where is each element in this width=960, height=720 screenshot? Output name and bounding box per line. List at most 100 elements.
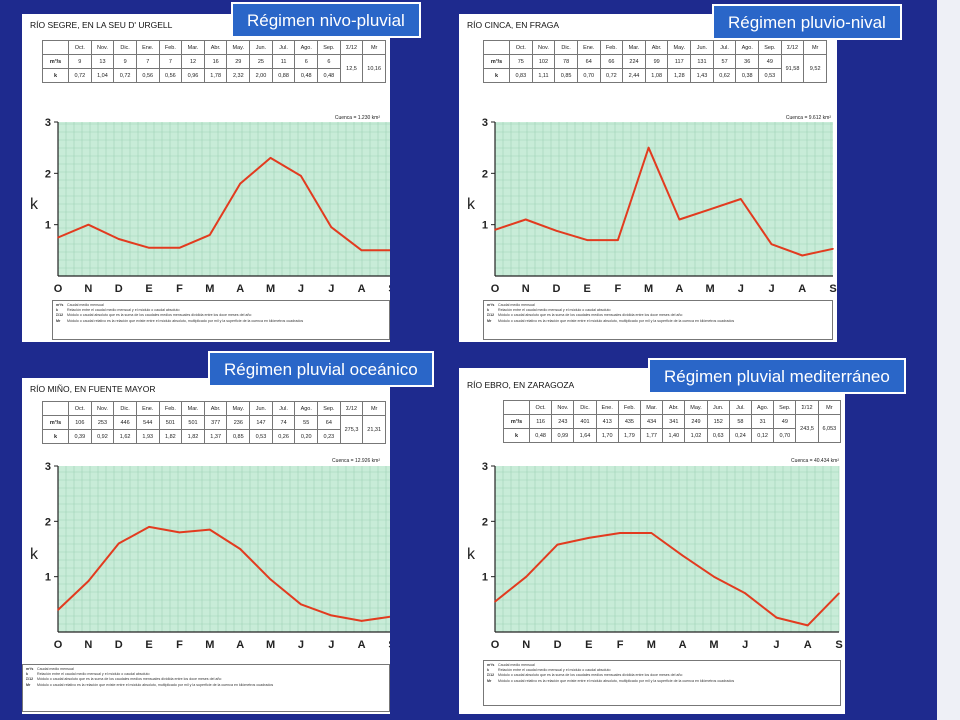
basin-area: Cuenca = 1.230 km² xyxy=(334,115,380,121)
y-tick-label: 3 xyxy=(482,461,488,473)
basin-area: Cuenca = 9.612 km² xyxy=(785,115,831,121)
table-cell: 243 xyxy=(551,414,575,429)
x-tick-label: A xyxy=(675,283,683,295)
table-header-cell: Jul. xyxy=(271,401,296,416)
table-cell: 0,70 xyxy=(576,68,601,83)
row-label: k xyxy=(503,428,530,443)
table-header-cell: Jun. xyxy=(249,401,273,416)
data-point xyxy=(806,624,809,627)
table-cell: 0,92 xyxy=(90,429,115,444)
table-cell: 341 xyxy=(662,414,686,429)
legend-symbol: Mr xyxy=(56,318,61,323)
river-title: RÍO MIÑO, EN FUENTE MAYOR xyxy=(30,384,156,394)
data-point xyxy=(832,247,834,250)
panel-segre: RÍO SEGRE, EN LA SEU D' URGELL Oct. Nov. D… xyxy=(22,14,390,342)
data-point xyxy=(586,239,588,241)
table-header-cell: Mar. xyxy=(622,40,646,55)
table-cell: 377 xyxy=(203,415,228,430)
y-tick-label: 1 xyxy=(482,572,488,584)
legend-text: Módulo o caudal relativo es la relación … xyxy=(498,318,735,323)
series-line xyxy=(57,525,390,622)
y-tick-label: 3 xyxy=(45,117,51,129)
table-cell: 0,96 xyxy=(181,68,205,83)
table-cell: 0,23 xyxy=(317,429,341,444)
data-point xyxy=(617,239,619,241)
table-header-cell: Jul. xyxy=(712,40,737,55)
legend-symbol: Σ/12 xyxy=(26,677,34,682)
x-tick-label: A xyxy=(358,283,366,295)
x-tick-label: O xyxy=(491,283,500,295)
x-tick-label: M xyxy=(706,283,715,295)
legend-row: Σ/12 Módulo o caudal absoluto que es la s… xyxy=(487,673,837,678)
table-header-cell: Ene. xyxy=(576,40,601,55)
table-cell: 117 xyxy=(667,54,692,69)
table-cell: 0,53 xyxy=(758,68,782,83)
table-header-cell: Oct. xyxy=(509,40,533,55)
table-cell: 29 xyxy=(226,54,251,69)
table-header-cell xyxy=(42,40,69,55)
x-tick-label: J xyxy=(768,283,774,295)
regime-badge: Régimen pluvial mediterráneo xyxy=(648,358,906,394)
table-cell: 102 xyxy=(531,54,556,69)
data-point xyxy=(838,592,840,595)
basin-area: Cuenca = 40.434 km² xyxy=(791,458,839,464)
k-chart: 1 2 3 O N D E F M A M J J A Sk xyxy=(30,117,390,295)
table-cell: 501 xyxy=(181,415,205,430)
table-header-cell: Ago. xyxy=(294,401,319,416)
table-cell: 152 xyxy=(706,414,730,429)
table-header-cell: Σ/12 xyxy=(795,400,819,415)
plot-area xyxy=(495,466,839,632)
legend-row: k Relación entre el caudal medio mensual … xyxy=(487,668,837,673)
data-point xyxy=(681,554,684,557)
x-tick-label: A xyxy=(798,283,806,295)
flow-table: Oct. Nov. Dic. Ene. Feb. Mar. Abr. May. Jun. Jul.… xyxy=(42,401,386,444)
data-point xyxy=(647,146,650,149)
data-point xyxy=(57,236,59,239)
table-header-cell: Ene. xyxy=(135,40,160,55)
table-header-cell: May. xyxy=(226,401,251,416)
table-cell: 1,70 xyxy=(595,428,619,443)
table-header-cell: Feb. xyxy=(599,40,624,55)
table-cell: 1,04 xyxy=(90,68,115,83)
row-label: k xyxy=(42,429,69,444)
table-cell: 49 xyxy=(758,54,782,69)
table-cell: 66 xyxy=(599,54,624,69)
legend-text: Caudal medio mensual xyxy=(498,663,535,667)
table-cell: 224 xyxy=(622,54,646,69)
y-axis-label: k xyxy=(467,196,476,213)
table-cell: 1,08 xyxy=(644,68,669,83)
x-tick-label: D xyxy=(554,639,562,651)
x-tick-label: J xyxy=(773,639,779,651)
legend-symbol: Σ/12 xyxy=(56,313,64,318)
table-cell: 0,26 xyxy=(271,429,296,444)
table-cell: 57 xyxy=(712,54,737,69)
data-point xyxy=(209,528,211,531)
table-header-cell: Mr xyxy=(803,40,827,55)
data-point xyxy=(117,238,120,240)
legend-symbol: m³/s xyxy=(56,303,64,307)
data-point xyxy=(330,614,333,617)
table-header-cell: May. xyxy=(684,400,708,415)
river-title: RÍO SEGRE, EN LA SEU D' URGELL xyxy=(30,20,173,30)
x-tick-label: D xyxy=(115,283,123,295)
table-header-cell xyxy=(483,40,510,55)
table-cell: 1,93 xyxy=(135,429,160,444)
flow-table: Oct. Nov. Dic. Ene. Feb. Mar. Abr. May. Jun. Jul.… xyxy=(483,40,827,83)
x-tick-label: N xyxy=(522,639,530,651)
data-point xyxy=(330,226,333,229)
table-cell: 64 xyxy=(317,415,341,430)
table-header-cell xyxy=(503,400,530,415)
table-cell: 0,72 xyxy=(68,68,92,83)
table-cell: 544 xyxy=(135,415,160,430)
legend-box: m³/s Caudal medio mensual k Relación entre … xyxy=(483,300,833,340)
table-cell: 36 xyxy=(735,54,760,69)
legend-symbol: Mr xyxy=(26,682,31,687)
data-point xyxy=(619,532,621,534)
x-tick-label: S xyxy=(835,639,842,651)
data-point xyxy=(744,592,746,595)
data-point xyxy=(494,229,496,231)
table-cell: 0,99 xyxy=(551,428,575,443)
data-point xyxy=(775,616,778,619)
data-point xyxy=(801,254,804,257)
table-cell: 0,20 xyxy=(294,429,319,444)
